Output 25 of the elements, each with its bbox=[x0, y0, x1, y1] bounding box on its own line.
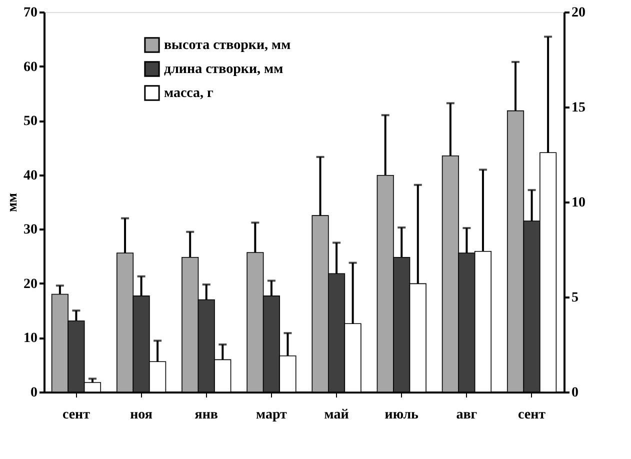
y2-tick-label: 15 bbox=[572, 100, 586, 116]
y2-tick-label: 10 bbox=[572, 196, 586, 210]
y-tick-label: 10 bbox=[24, 331, 38, 346]
legend-label: длина створки, мм bbox=[164, 62, 284, 77]
legend-label: высота створки, мм bbox=[164, 38, 292, 53]
y-tick-label: 0 bbox=[30, 386, 38, 400]
y-tick-label: 60 bbox=[24, 60, 38, 75]
x-tick-label: сент bbox=[62, 408, 90, 422]
x-tick-label: авг bbox=[456, 408, 478, 422]
y-tick-label: 20 bbox=[24, 276, 38, 292]
x-tick-label: янв bbox=[194, 408, 218, 422]
y-axis-title: мм bbox=[6, 192, 20, 212]
y-tick-label: 40 bbox=[24, 168, 38, 184]
x-tick-label: июль bbox=[384, 408, 420, 422]
x-tick-label: март bbox=[256, 408, 288, 422]
y-tick-label: 70 bbox=[24, 6, 38, 20]
y-tick-label: 30 bbox=[24, 222, 38, 238]
x-tick-label: май bbox=[324, 408, 349, 422]
x-tick-label: ноя bbox=[130, 408, 153, 422]
legend-label: масса, г bbox=[164, 86, 214, 101]
y-tick-label: 50 bbox=[24, 114, 38, 130]
y2-tick-label: 20 bbox=[572, 6, 586, 20]
y2-tick-label: 0 bbox=[572, 386, 578, 400]
x-tick-label: сент bbox=[518, 408, 546, 422]
y2-tick-label: 5 bbox=[572, 290, 578, 306]
